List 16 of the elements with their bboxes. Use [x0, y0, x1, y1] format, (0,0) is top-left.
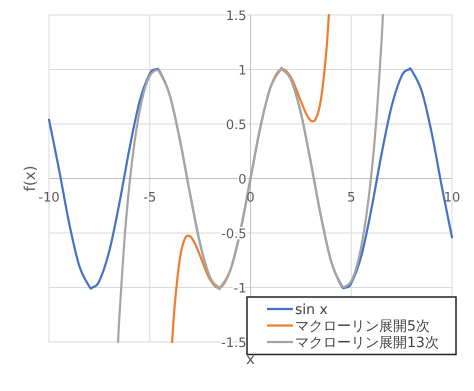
y-tick-label: 0.5	[226, 118, 246, 133]
y-tick-label: -0.5	[221, 227, 246, 242]
x-axis-title: x	[246, 350, 256, 368]
x-tick-label: 10	[444, 190, 460, 206]
y-axis-title: f(x)	[21, 166, 39, 192]
legend-label: マクローリン展開5次	[295, 318, 430, 334]
y-tick-label: 0	[238, 172, 246, 188]
x-tick-label: 5	[347, 190, 356, 206]
x-tick-label: -5	[143, 190, 156, 206]
y-tick-label: 1.5	[226, 9, 246, 24]
legend-label: マクローリン展開13次	[295, 335, 439, 351]
y-tick-label: -1.5	[221, 336, 246, 351]
x-tick-label: -10	[38, 190, 60, 206]
y-tick-label: 1	[238, 64, 246, 78]
legend-label: sin x	[295, 302, 328, 318]
y-tick-label: -1	[234, 282, 246, 296]
